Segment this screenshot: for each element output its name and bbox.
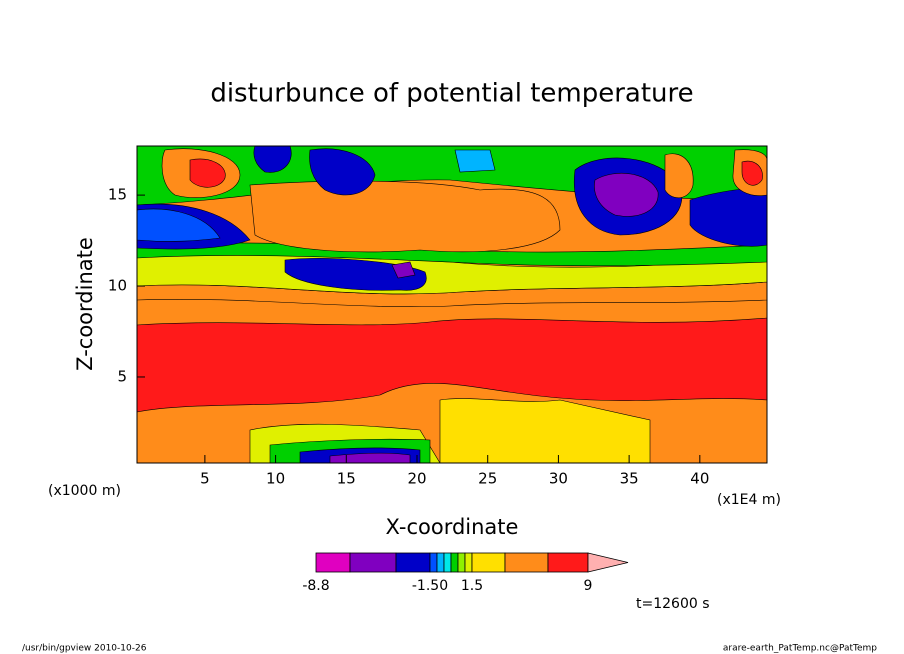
colorbar-segment [395, 552, 431, 573]
x-unit-right: (x1E4 m) [717, 492, 781, 508]
contour-region [439, 398, 651, 463]
colorbar-segment [504, 552, 549, 573]
x-tick-label: 40 [690, 470, 709, 488]
contour-region [664, 153, 694, 198]
colorbar-segment [429, 552, 438, 573]
contour-region [594, 173, 659, 217]
x-unit-left: (x1000 m) [48, 483, 121, 499]
contour-field [137, 146, 767, 463]
x-tick-label: 25 [478, 470, 497, 488]
footer-left: /usr/bin/gpview 2010-10-26 [22, 644, 147, 654]
x-tick-label: 35 [620, 470, 639, 488]
chart-title: disturbunce of potential temperature [210, 79, 693, 109]
colorbar-segment [349, 552, 397, 573]
contour-region [284, 258, 427, 291]
colorbar-segment [457, 552, 466, 573]
colorbar-segment [450, 552, 459, 573]
y-tick-label: 10 [108, 277, 127, 295]
x-tick-label: 15 [337, 470, 356, 488]
contour-region [689, 187, 767, 247]
colorbar-segment [436, 552, 445, 573]
colorbar-tick-label: 9 [584, 578, 593, 594]
colorbar-segment [315, 552, 351, 573]
x-tick-label: 30 [549, 470, 568, 488]
contour-region [253, 146, 292, 173]
plot-frame [136, 145, 768, 464]
colorbar-segment [464, 552, 473, 573]
x-tick-label: 5 [200, 470, 210, 488]
x-axis-label: X-coordinate [386, 515, 519, 539]
contour-region [309, 148, 376, 196]
contour-region [137, 208, 221, 242]
contour-region [391, 261, 416, 279]
contour-region [137, 317, 767, 413]
y-tick-label: 5 [117, 367, 127, 385]
x-tick-label: 20 [407, 470, 426, 488]
colorbar-tick-label: -1.50 [412, 578, 448, 594]
contour-region [189, 158, 226, 188]
contour-region [454, 149, 496, 173]
contour-region [741, 160, 763, 186]
colorbar-segment [443, 552, 452, 573]
contour-region [249, 180, 561, 253]
colorbar-segment [547, 552, 589, 573]
y-axis-label: Z-coordinate [73, 237, 97, 371]
x-tick-label: 10 [266, 470, 285, 488]
y-tick-label: 15 [108, 186, 127, 204]
colorbar-extend [587, 552, 629, 573]
colorbar-tick-label: 1.5 [461, 578, 483, 594]
contour-region [329, 452, 411, 463]
time-label: t=12600 s [636, 596, 710, 612]
footer-right: arare-earth_PatTemp.nc@PatTemp [723, 644, 877, 654]
colorbar-segment [471, 552, 506, 573]
colorbar-tick-label: -8.8 [302, 578, 329, 594]
